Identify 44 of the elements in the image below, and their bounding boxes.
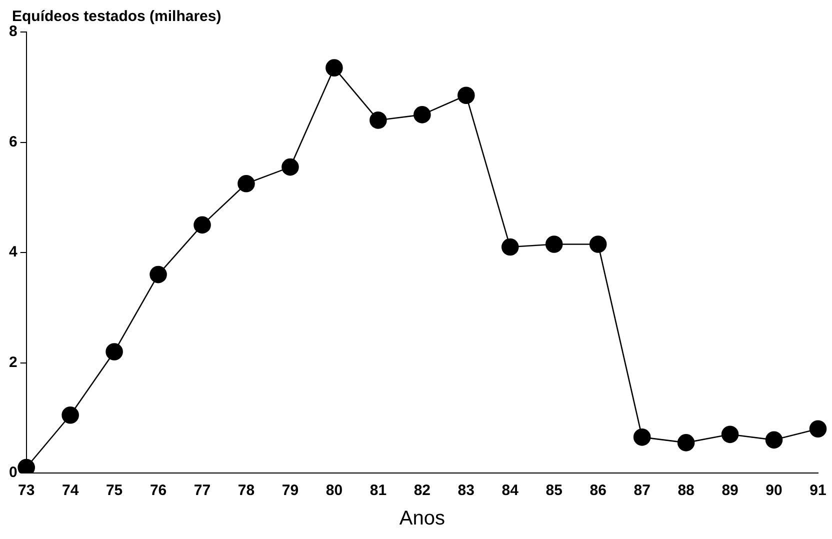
x-tick-label: 77 xyxy=(194,482,211,500)
point xyxy=(501,238,519,256)
point xyxy=(458,86,475,104)
point xyxy=(721,426,739,444)
x-tick-label: 76 xyxy=(150,482,167,500)
y-axis-title: Equídeos testados (milhares) xyxy=(12,8,222,25)
point xyxy=(589,236,607,253)
x-tick-label: 89 xyxy=(722,482,738,500)
x-tick-label: 75 xyxy=(106,482,123,500)
y-tick-label: 4 xyxy=(9,244,18,261)
point xyxy=(677,434,695,452)
point xyxy=(370,112,387,129)
x-tick-label: 73 xyxy=(18,482,35,500)
point xyxy=(326,59,343,76)
x-tick-label: 91 xyxy=(810,482,826,500)
x-tick-label: 85 xyxy=(546,482,562,500)
x-tick-label: 81 xyxy=(370,482,387,500)
x-tick-label: 87 xyxy=(634,482,650,500)
point xyxy=(765,431,783,449)
point xyxy=(545,236,563,253)
point xyxy=(414,106,431,124)
x-tick-label: 74 xyxy=(62,482,80,500)
x-tick-label: 88 xyxy=(678,482,694,500)
y-tick-label: 8 xyxy=(9,23,18,40)
x-tick-label: 78 xyxy=(238,482,255,500)
x-tick-label: 82 xyxy=(414,482,431,500)
point xyxy=(62,406,79,424)
point xyxy=(106,343,123,360)
point xyxy=(238,174,255,192)
point xyxy=(809,420,827,438)
point xyxy=(194,216,211,234)
point xyxy=(633,428,651,446)
x-tick-label: 90 xyxy=(766,482,782,500)
point xyxy=(282,158,299,176)
x-tick-label: 86 xyxy=(590,482,606,500)
x-tick-label: 84 xyxy=(502,482,520,500)
y-tick-label: 6 xyxy=(9,133,18,150)
y-tick-label: 0 xyxy=(9,464,18,482)
x-axis-title: Anos xyxy=(399,508,445,530)
y-tick-label: 2 xyxy=(9,354,18,371)
point xyxy=(150,266,167,284)
x-tick-label: 79 xyxy=(282,482,299,500)
x-tick-label: 80 xyxy=(326,482,343,500)
x-tick-label: 83 xyxy=(458,482,474,500)
